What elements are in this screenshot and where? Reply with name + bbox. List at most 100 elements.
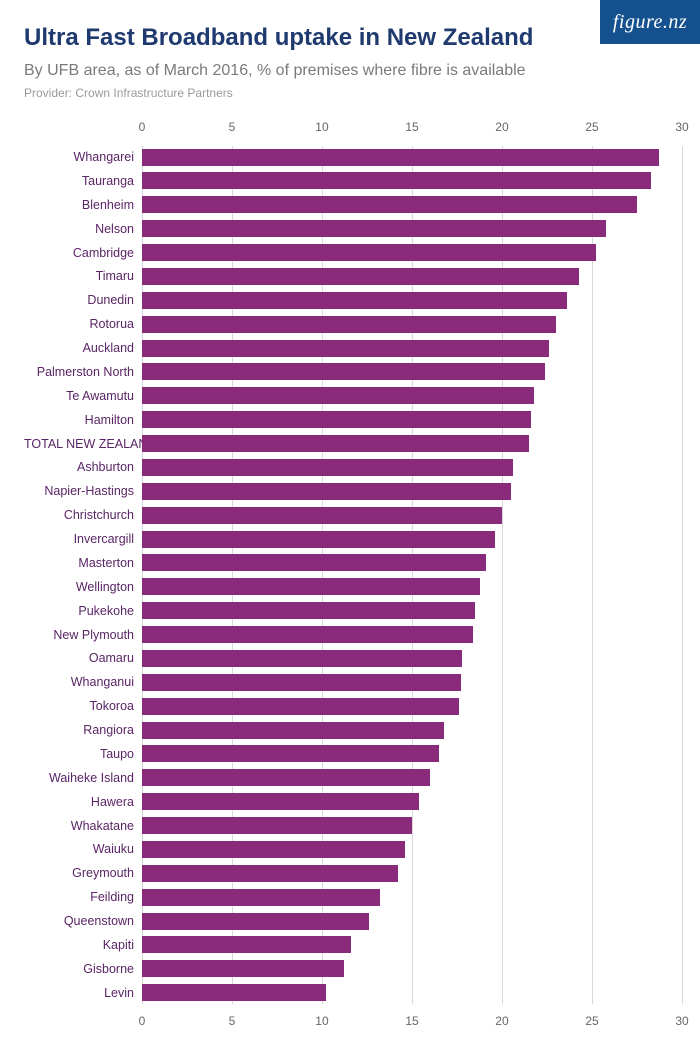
bar-track <box>142 483 682 500</box>
bar-row: Masterton <box>24 552 682 574</box>
bar-label: Taupo <box>24 747 142 761</box>
bar-track <box>142 507 682 524</box>
bar-label: Tauranga <box>24 174 142 188</box>
bar <box>142 387 534 404</box>
x-axis-top: 051015202530 <box>24 120 682 136</box>
bar-label: TOTAL NEW ZEALAND <box>24 437 142 451</box>
bar-label: Kapiti <box>24 938 142 952</box>
bar-track <box>142 316 682 333</box>
bar <box>142 650 462 667</box>
bar-label: Whangarei <box>24 150 142 164</box>
bar <box>142 531 495 548</box>
bar <box>142 865 398 882</box>
bar-row: Gisborne <box>24 958 682 980</box>
bar-label: Nelson <box>24 222 142 236</box>
x-tick-label: 5 <box>229 1014 236 1028</box>
bar-row: Feilding <box>24 886 682 908</box>
bar <box>142 841 405 858</box>
x-tick-label: 15 <box>405 120 418 134</box>
bar-label: Levin <box>24 986 142 1000</box>
bar-track <box>142 745 682 762</box>
bar-track <box>142 960 682 977</box>
brand-logo-text: figure.nz <box>613 11 687 34</box>
bar-row: Hamilton <box>24 409 682 431</box>
bar-row: Waiheke Island <box>24 767 682 789</box>
bar-label: Waiheke Island <box>24 771 142 785</box>
bar <box>142 602 475 619</box>
bar-label: Feilding <box>24 890 142 904</box>
bar-track <box>142 340 682 357</box>
bar-track <box>142 674 682 691</box>
bar <box>142 435 529 452</box>
x-tick-label: 30 <box>675 1014 688 1028</box>
bar-track <box>142 578 682 595</box>
bar-track <box>142 602 682 619</box>
bar-label: Cambridge <box>24 246 142 260</box>
bar-row: Pukekohe <box>24 600 682 622</box>
bar-track <box>142 531 682 548</box>
bar-label: Whakatane <box>24 819 142 833</box>
bar-row: Blenheim <box>24 194 682 216</box>
bar-row: Waiuku <box>24 838 682 860</box>
bar-track <box>142 722 682 739</box>
bar-label: Whanganui <box>24 675 142 689</box>
bar <box>142 149 659 166</box>
bar-label: Wellington <box>24 580 142 594</box>
bar-label: Christchurch <box>24 508 142 522</box>
bar <box>142 984 326 1001</box>
bar-label: Oamaru <box>24 651 142 665</box>
bar-row: Nelson <box>24 218 682 240</box>
bar <box>142 745 439 762</box>
chart-title: Ultra Fast Broadband uptake in New Zeala… <box>24 24 676 52</box>
bar-row: Napier-Hastings <box>24 480 682 502</box>
x-tick-label: 5 <box>229 120 236 134</box>
x-tick-label: 0 <box>139 1014 146 1028</box>
chart-header: Ultra Fast Broadband uptake in New Zeala… <box>0 0 700 108</box>
bar <box>142 936 351 953</box>
bar-track <box>142 220 682 237</box>
bar-label: Ashburton <box>24 460 142 474</box>
bar <box>142 220 606 237</box>
bar-row: TOTAL NEW ZEALAND <box>24 433 682 455</box>
bar <box>142 960 344 977</box>
bar-track <box>142 769 682 786</box>
x-tick-label: 25 <box>585 120 598 134</box>
bar-row: Whangarei <box>24 146 682 168</box>
bar <box>142 722 444 739</box>
chart-subtitle: By UFB area, as of March 2016, % of prem… <box>24 62 676 80</box>
bar <box>142 244 596 261</box>
bar <box>142 268 579 285</box>
bar-track <box>142 435 682 452</box>
bar-label: Auckland <box>24 341 142 355</box>
bar <box>142 913 369 930</box>
bar-label: Hamilton <box>24 413 142 427</box>
bar-track <box>142 268 682 285</box>
bar-label: Greymouth <box>24 866 142 880</box>
bar <box>142 793 419 810</box>
bar-row: Rotorua <box>24 313 682 335</box>
bar-label: Rangiora <box>24 723 142 737</box>
x-tick-label: 20 <box>495 120 508 134</box>
bar-track <box>142 149 682 166</box>
brand-logo: figure.nz <box>600 0 700 44</box>
x-axis-bottom: 051015202530 <box>24 1014 682 1030</box>
bar-label: Queenstown <box>24 914 142 928</box>
bar <box>142 411 531 428</box>
bar-track <box>142 936 682 953</box>
bar-track <box>142 865 682 882</box>
bar-track <box>142 196 682 213</box>
bar-row: Dunedin <box>24 289 682 311</box>
chart-area: 051015202530 WhangareiTaurangaBlenheimNe… <box>24 120 682 1030</box>
bar-row: Queenstown <box>24 910 682 932</box>
bar <box>142 817 412 834</box>
bar-track <box>142 650 682 667</box>
bar-track <box>142 363 682 380</box>
bar <box>142 196 637 213</box>
bar-track <box>142 698 682 715</box>
bar-track <box>142 554 682 571</box>
bar-row: Te Awamutu <box>24 385 682 407</box>
bar-label: Te Awamutu <box>24 389 142 403</box>
x-tick-label: 10 <box>315 1014 328 1028</box>
bar-label: Invercargill <box>24 532 142 546</box>
bar-row: Christchurch <box>24 504 682 526</box>
